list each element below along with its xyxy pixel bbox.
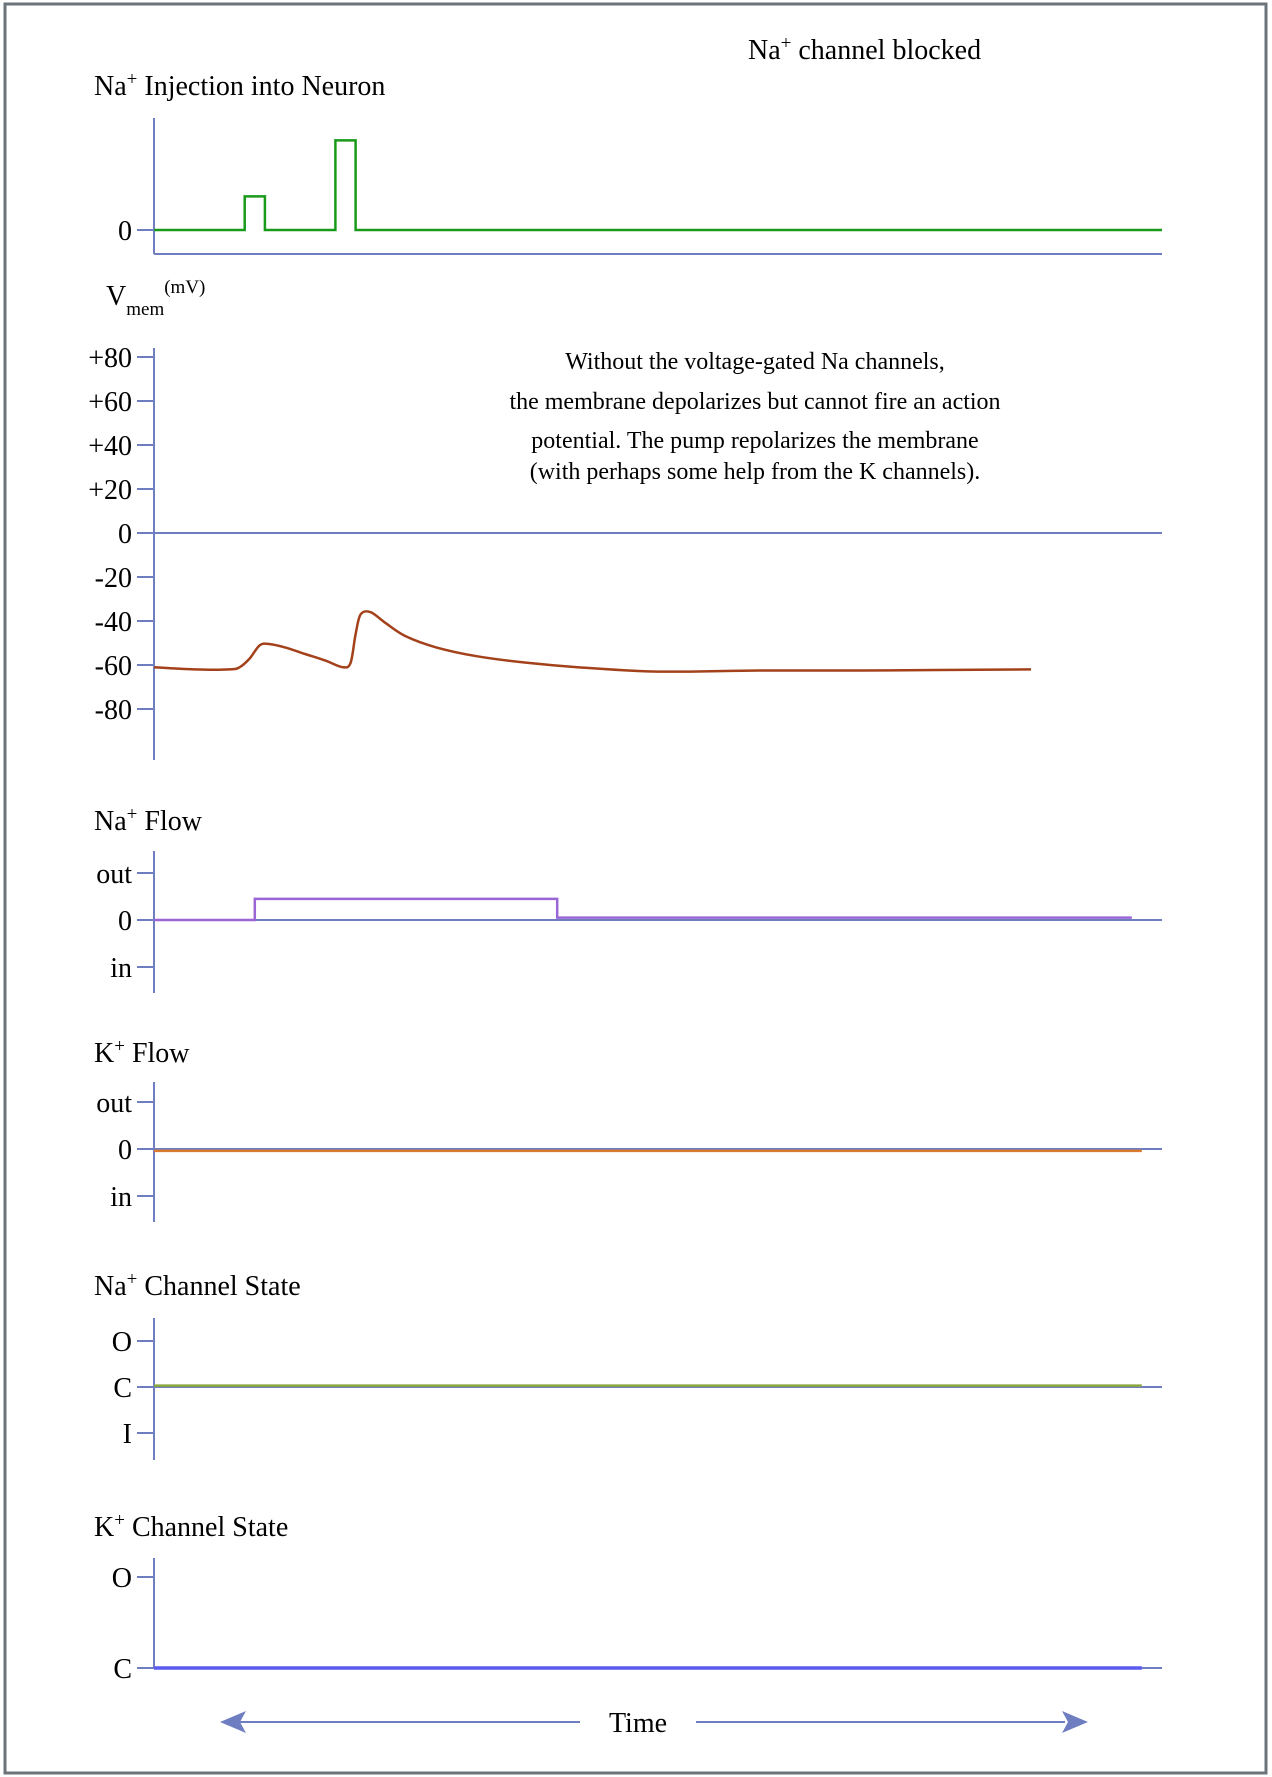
vmem-tick-label-0: +80 bbox=[88, 343, 132, 374]
panel-k-channel-state: K+ Channel State OC bbox=[94, 1510, 1162, 1685]
vmem-tick-label-3: +20 bbox=[88, 475, 132, 506]
time-axis: Time bbox=[220, 1708, 1088, 1739]
panel-na-flow: Na+ Flow out 0 in bbox=[94, 804, 1162, 993]
k-state-ticks: OC bbox=[112, 1563, 154, 1685]
k-flow-tick-label-1: 0 bbox=[118, 1135, 132, 1166]
annotation-line-1: Without the voltage-gated Na channels, bbox=[565, 349, 945, 375]
k-state-tick-label-0: O bbox=[112, 1563, 132, 1594]
time-arrow-right-head bbox=[1062, 1711, 1088, 1733]
annotation-line-4: (with perhaps some help from the K chann… bbox=[530, 459, 981, 485]
k-state-title: K+ Channel State bbox=[94, 1510, 288, 1543]
annotation-line-3: potential. The pump repolarizes the memb… bbox=[531, 428, 978, 454]
vmem-tick-label-5: -20 bbox=[95, 563, 132, 594]
vmem-tick-label-8: -80 bbox=[95, 695, 132, 726]
vmem-tick-label-2: +40 bbox=[88, 431, 132, 462]
vmem-tick-label-1: +60 bbox=[88, 387, 132, 418]
injection-trace bbox=[154, 139, 1162, 232]
na-flow-tick-label-1: 0 bbox=[118, 906, 132, 937]
injection-tick-label-0: 0 bbox=[118, 216, 132, 247]
na-flow-title: Na+ Flow bbox=[94, 804, 203, 837]
time-label: Time bbox=[609, 1708, 667, 1739]
k-flow-tick-label-2: in bbox=[110, 1182, 132, 1213]
k-flow-title: K+ Flow bbox=[94, 1036, 190, 1069]
panel-k-flow: K+ Flow out 0 in bbox=[94, 1036, 1162, 1222]
vmem-trace bbox=[153, 610, 1032, 673]
vmem-tick-label-6: -40 bbox=[95, 607, 132, 638]
vmem-tick-label-4: 0 bbox=[118, 519, 132, 550]
annotation-line-2: the membrane depolarizes but cannot fire… bbox=[509, 389, 1000, 415]
k-state-tick-label-1: C bbox=[113, 1654, 132, 1685]
na-flow-tick-label-2: in bbox=[110, 953, 132, 984]
na-state-tick-label-2: I bbox=[123, 1419, 132, 1450]
panel-vmem: Vmem(mV) +80 +60 +40 +20 0 -20 -40 -60 -80 Witho… bbox=[88, 277, 1162, 760]
vmem-ticks: +80 +60 +40 +20 0 -20 -40 -60 -80 bbox=[88, 343, 154, 726]
vmem-tick-label-7: -60 bbox=[95, 651, 132, 682]
na-state-tick-label-0: O bbox=[112, 1327, 132, 1358]
na-flow-tick-label-0: out bbox=[96, 859, 132, 890]
na-state-ticks: OCI bbox=[112, 1327, 154, 1450]
panel-injection: Na+ Injection into Neuron 0 bbox=[94, 69, 1162, 255]
na-state-title: Na+ Channel State bbox=[94, 1269, 301, 1302]
time-arrow-left-head bbox=[220, 1711, 246, 1733]
figure-border bbox=[3, 2, 1268, 1775]
k-flow-ticks: out 0 in bbox=[96, 1088, 154, 1213]
vmem-ylabel: Vmem(mV) bbox=[106, 277, 205, 320]
k-flow-tick-label-0: out bbox=[96, 1088, 132, 1119]
na-flow-ticks: out 0 in bbox=[96, 859, 154, 984]
injection-title: Na+ Injection into Neuron bbox=[94, 69, 385, 102]
na-state-tick-label-1: C bbox=[113, 1373, 132, 1404]
na-flow-trace bbox=[154, 897, 1132, 922]
condition-label: Na+ channel blocked bbox=[748, 33, 981, 66]
panel-na-channel-state: Na+ Channel State OCI bbox=[94, 1269, 1162, 1460]
